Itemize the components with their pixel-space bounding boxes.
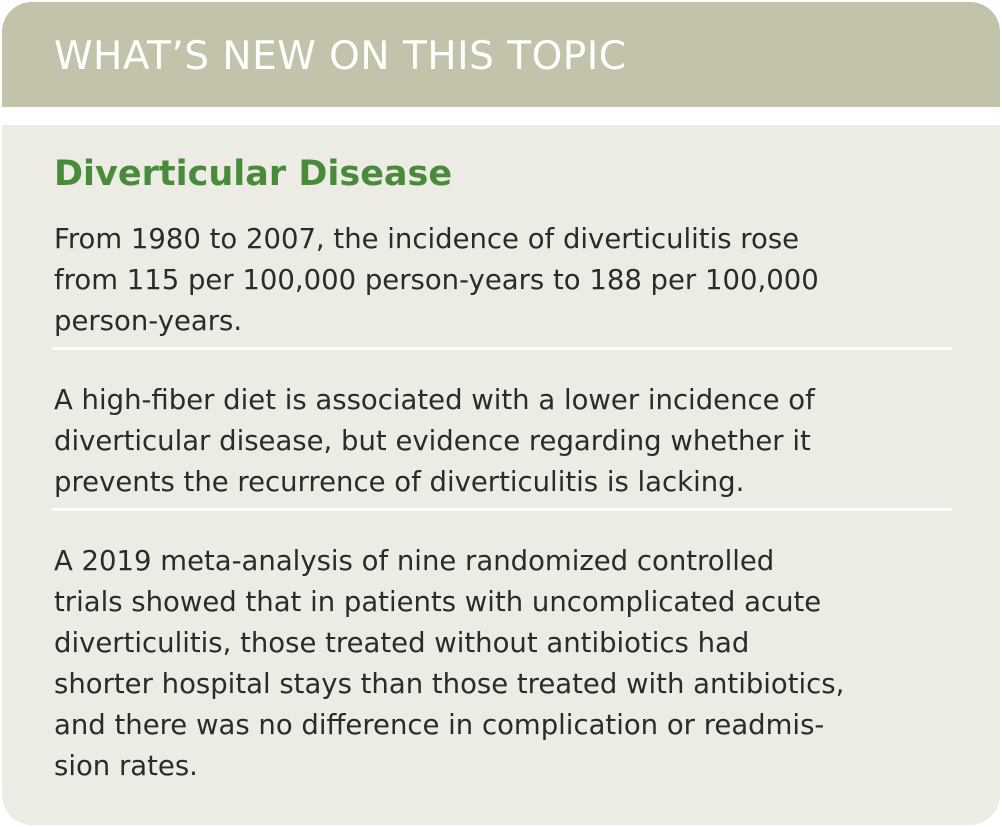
paragraph-line: diverticulitis, those treated without an… — [54, 627, 750, 659]
paragraph-line: diverticular disease, but evidence regar… — [54, 425, 811, 457]
paragraph-line: sion rates. — [54, 750, 198, 782]
header-band — [2, 2, 1000, 107]
paragraph-line: trials showed that in patients with unco… — [54, 586, 822, 618]
paragraph-line: from 115 per 100,000 person-years to 188… — [54, 264, 819, 296]
paragraph-line: prevents the recurrence of diverticuliti… — [54, 466, 745, 498]
paragraph-line: A 2019 meta-analysis of nine randomized … — [54, 545, 775, 577]
divider — [52, 508, 952, 511]
divider — [52, 347, 952, 350]
paragraph-line: A high-fiber diet is associated with a l… — [54, 384, 815, 416]
header-title: WHAT’S NEW ON THIS TOPIC — [54, 34, 627, 79]
section-heading: Diverticular Disease — [54, 154, 453, 194]
paragraph-line: shorter hospital stays than those treate… — [54, 668, 845, 700]
paragraph-line: and there was no difference in complicat… — [54, 709, 825, 741]
header-stripe — [2, 107, 1000, 125]
paragraph-line: person-years. — [54, 305, 243, 337]
paragraph-line: From 1980 to 2007, the incidence of dive… — [54, 223, 800, 255]
